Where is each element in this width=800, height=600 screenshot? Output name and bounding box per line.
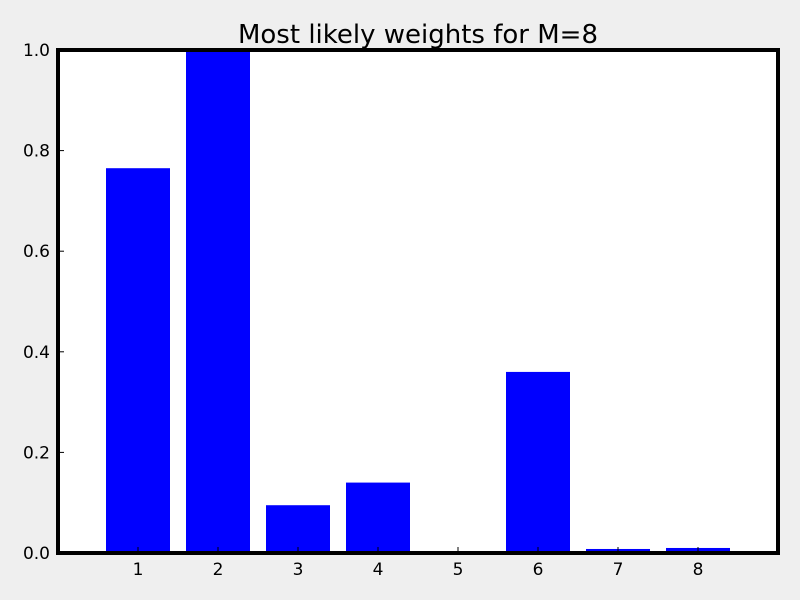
x-axis-ticks: 1 2 3 4 5 6 7 8 bbox=[133, 547, 704, 580]
bar-4 bbox=[346, 482, 410, 553]
y-axis-ticks: 0.0 0.2 0.4 0.6 0.8 1.0 bbox=[23, 41, 64, 564]
plot-area bbox=[58, 50, 778, 553]
y-tick-label: 0.4 bbox=[23, 343, 50, 363]
x-tick-label: 6 bbox=[533, 560, 544, 580]
x-tick-label: 3 bbox=[293, 560, 304, 580]
x-tick-label: 4 bbox=[373, 560, 384, 580]
bar-6 bbox=[506, 371, 570, 553]
x-tick-label: 2 bbox=[213, 560, 224, 580]
x-tick-label: 7 bbox=[613, 560, 624, 580]
bar-2 bbox=[186, 50, 250, 553]
y-tick-label: 0.0 bbox=[23, 544, 50, 564]
x-tick-label: 8 bbox=[693, 560, 704, 580]
plot-frame bbox=[56, 48, 780, 555]
y-tick-label: 0.6 bbox=[23, 242, 50, 262]
y-tick-label: 0.8 bbox=[23, 142, 50, 162]
bar-1 bbox=[106, 168, 170, 553]
x-tick-label: 1 bbox=[133, 560, 144, 580]
chart-title: Most likely weights for M=8 bbox=[238, 20, 598, 50]
bar-3 bbox=[266, 505, 330, 553]
y-tick-label: 0.2 bbox=[23, 443, 50, 463]
y-tick-label: 1.0 bbox=[23, 41, 50, 61]
bars-group bbox=[106, 50, 730, 553]
x-tick-label: 5 bbox=[453, 560, 464, 580]
